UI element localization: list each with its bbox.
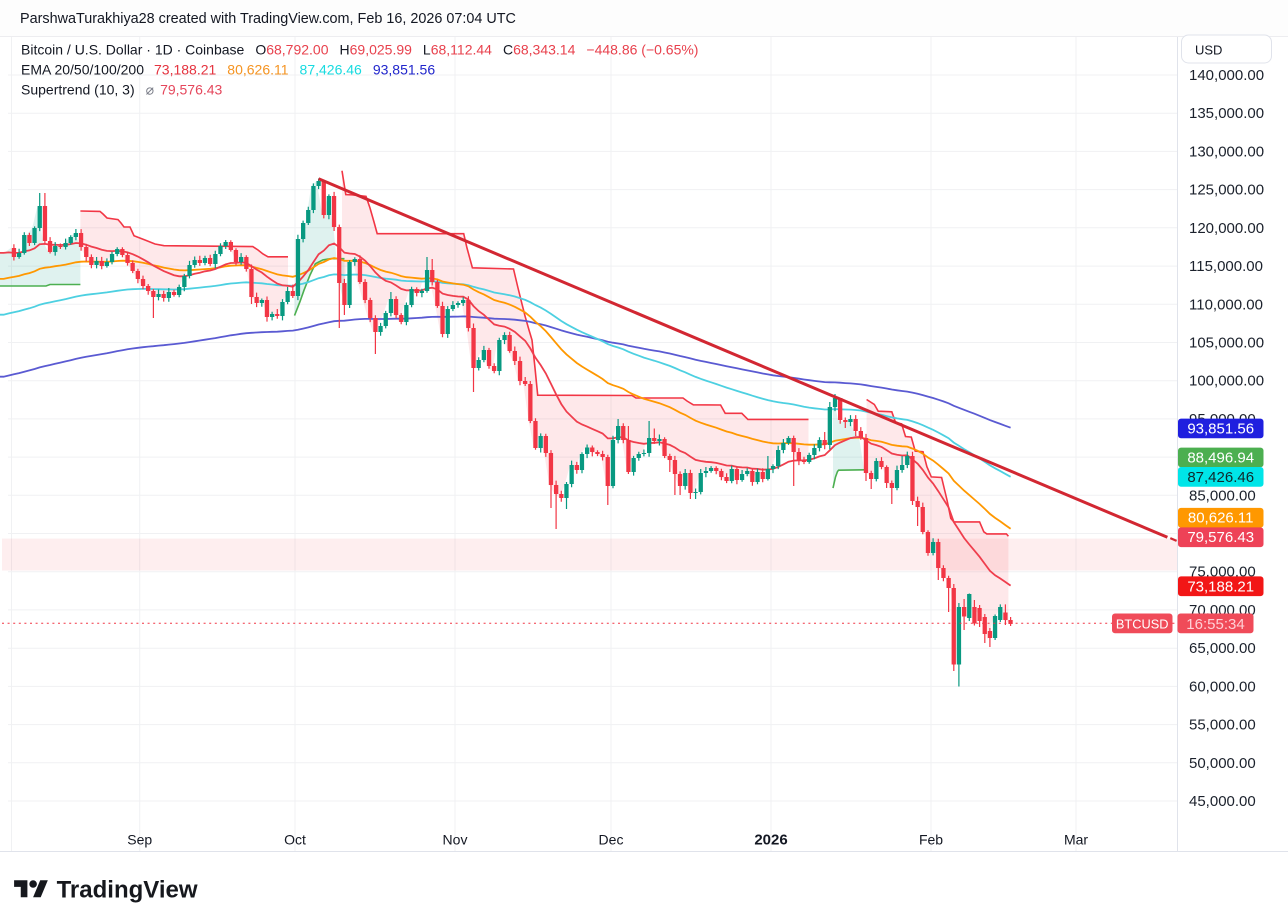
svg-text:USD: USD xyxy=(1195,43,1222,58)
svg-text:100,000.00: 100,000.00 xyxy=(1189,373,1264,390)
svg-text:80,626.11: 80,626.11 xyxy=(1188,510,1254,527)
svg-text:140,000.00: 140,000.00 xyxy=(1189,67,1264,84)
svg-text:2026: 2026 xyxy=(754,832,787,849)
svg-text:73,188.21: 73,188.21 xyxy=(1187,578,1254,595)
svg-text:Supertrend (10, 3)⌀79,576.43: Supertrend (10, 3) ⌀ 79,576.43 xyxy=(21,82,223,98)
svg-text:88,496.94: 88,496.94 xyxy=(1187,450,1254,467)
svg-text:TradingView: TradingView xyxy=(57,877,198,904)
svg-text:85,000.00: 85,000.00 xyxy=(1189,487,1256,504)
svg-text:50,000.00: 50,000.00 xyxy=(1189,755,1256,772)
svg-text:115,000.00: 115,000.00 xyxy=(1189,258,1263,275)
svg-text:Feb: Feb xyxy=(919,832,943,848)
svg-text:87,426.46: 87,426.46 xyxy=(1187,469,1254,486)
svg-text:135,000.00: 135,000.00 xyxy=(1189,105,1264,122)
svg-text:79,576.43: 79,576.43 xyxy=(1187,529,1254,546)
svg-text:125,000.00: 125,000.00 xyxy=(1189,182,1264,199)
svg-text:BTCUSD: BTCUSD xyxy=(1116,616,1169,631)
svg-text:Bitcoin / U.S. Dollar · 1D · C: Bitcoin / U.S. Dollar · 1D · Coinbase O68… xyxy=(21,42,698,58)
svg-text:ParshwaTurakhiya28 created wit: ParshwaTurakhiya28 created with TradingV… xyxy=(20,11,516,27)
svg-text:120,000.00: 120,000.00 xyxy=(1189,220,1264,237)
svg-text:55,000.00: 55,000.00 xyxy=(1189,717,1256,734)
svg-text:130,000.00: 130,000.00 xyxy=(1189,143,1264,160)
svg-text:105,000.00: 105,000.00 xyxy=(1189,335,1264,352)
svg-text:60,000.00: 60,000.00 xyxy=(1189,678,1256,695)
svg-text:65,000.00: 65,000.00 xyxy=(1189,640,1256,657)
svg-text:Oct: Oct xyxy=(284,832,306,848)
svg-text:110,000.00: 110,000.00 xyxy=(1189,296,1263,313)
svg-text:93,851.56: 93,851.56 xyxy=(1187,421,1254,438)
svg-text:45,000.00: 45,000.00 xyxy=(1189,793,1256,810)
svg-text:Nov: Nov xyxy=(443,832,468,848)
svg-text:Sep: Sep xyxy=(127,832,152,848)
svg-text:Dec: Dec xyxy=(599,832,624,848)
svg-text:16:55:34: 16:55:34 xyxy=(1186,616,1244,633)
svg-text:Mar: Mar xyxy=(1064,832,1088,848)
